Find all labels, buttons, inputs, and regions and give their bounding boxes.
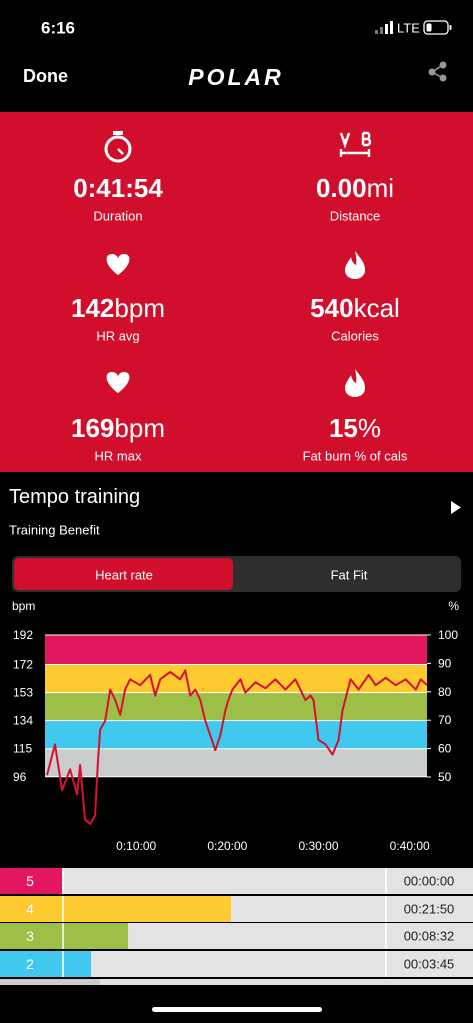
y2-unit: % — [448, 599, 459, 613]
flame-icon — [345, 369, 365, 397]
share-button[interactable] — [428, 61, 447, 82]
hr-zone-band — [45, 692, 427, 721]
zone-time: 00:03:45 — [404, 957, 455, 972]
zone-number: 4 — [26, 901, 34, 917]
stat-value: 169bpm — [71, 413, 165, 443]
expand-arrow[interactable] — [451, 501, 461, 514]
tab-active[interactable] — [14, 558, 233, 590]
stat-value: 142bpm — [71, 293, 165, 323]
zone-time: 00:21:50 — [404, 902, 455, 917]
home-indicator — [152, 1007, 322, 1012]
network: LTE — [397, 21, 420, 36]
stat-unit: bpm — [114, 293, 165, 323]
done-button[interactable]: Done — [23, 66, 68, 86]
zone-bar-partial — [0, 979, 100, 985]
stat-number: 0:41:54 — [73, 173, 163, 203]
stat-label: Duration — [93, 209, 142, 224]
y-tick-label: 96 — [13, 770, 27, 784]
y2-tick-label: 50 — [438, 770, 452, 784]
stat-value: 0.00mi — [316, 173, 394, 203]
stat-label: HR max — [95, 449, 142, 464]
stat-number: 169 — [71, 413, 114, 443]
zone-bar — [0, 868, 62, 894]
x-tick-label: 0:30:00 — [298, 839, 338, 853]
stat-unit: mi — [367, 173, 394, 203]
distance-icon — [339, 131, 372, 157]
y-tick-label: 115 — [13, 742, 32, 756]
logo: POLAR — [188, 64, 284, 90]
y-tick-label: 134 — [13, 714, 33, 728]
stat-label: Distance — [330, 209, 381, 224]
y-tick-label: 172 — [13, 658, 33, 672]
stat-unit: bpm — [114, 413, 165, 443]
tab[interactable]: Fat Fit — [331, 568, 368, 583]
stat-number: 142 — [71, 293, 114, 323]
x-tick-label: 0:40:00 — [390, 839, 430, 853]
zone-row — [0, 868, 473, 894]
zone-time: 00:08:32 — [404, 929, 455, 944]
stat-icon — [345, 251, 365, 279]
stat-number: 0.00 — [316, 173, 367, 203]
y2-tick-label: 100 — [438, 628, 458, 642]
zone-bar — [0, 951, 92, 977]
session-title: Tempo training — [9, 486, 140, 508]
x-tick-label: 0:10:00 — [116, 839, 156, 853]
stat-icon — [345, 369, 365, 397]
y-tick-label: 153 — [13, 686, 33, 700]
y2-tick-label: 70 — [438, 713, 452, 727]
stat-unit: kcal — [354, 293, 400, 323]
stat-icon — [106, 254, 130, 275]
tab[interactable]: Heart rate — [95, 568, 153, 583]
zone-bar — [0, 923, 129, 949]
zone-number: 2 — [26, 956, 34, 972]
stopwatch-hand — [117, 148, 124, 155]
y-unit: bpm — [12, 599, 35, 613]
heart-icon — [106, 254, 130, 275]
battery — [423, 20, 452, 35]
zone-bar — [0, 896, 231, 922]
zone-number: 3 — [26, 928, 34, 944]
hr-zone-band — [45, 635, 427, 665]
y2-tick-label: 60 — [438, 742, 452, 756]
stopwatch — [104, 135, 132, 163]
stat-number: 15 — [329, 413, 358, 443]
stat-number: 540 — [310, 293, 353, 323]
stat-value: 540kcal — [310, 293, 400, 323]
heart-icon — [106, 372, 130, 393]
zone-number: 5 — [26, 873, 34, 889]
stat-label: Calories — [331, 329, 379, 344]
clock: 6:16 — [41, 19, 75, 38]
stopwatch-knob — [113, 131, 123, 135]
zone-time: 00:00:00 — [404, 874, 455, 889]
stat-unit: % — [358, 413, 381, 443]
flame-icon — [345, 251, 365, 279]
stat-icon — [339, 131, 372, 157]
y2-tick-label: 90 — [438, 656, 452, 670]
x-tick-label: 0:20:00 — [207, 839, 247, 853]
hr-zone-band — [45, 664, 427, 693]
session-subtitle: Training Benefit — [9, 523, 100, 538]
hr-line — [46, 669, 428, 825]
stat-value: 15% — [329, 413, 381, 443]
hr-zone-band — [45, 720, 427, 749]
stat-icon — [106, 372, 130, 393]
y-tick-label: 192 — [13, 628, 33, 642]
stat-value: 0:41:54 — [73, 173, 163, 203]
signal — [375, 21, 393, 34]
zone-row-partial — [0, 979, 473, 985]
summary-panel — [0, 112, 473, 472]
stat-icon — [104, 131, 132, 163]
y2-tick-label: 80 — [438, 685, 452, 699]
stat-label: Fat burn % of cals — [303, 449, 408, 464]
stat-label: HR avg — [96, 329, 139, 344]
hr-zone-band — [45, 748, 427, 777]
